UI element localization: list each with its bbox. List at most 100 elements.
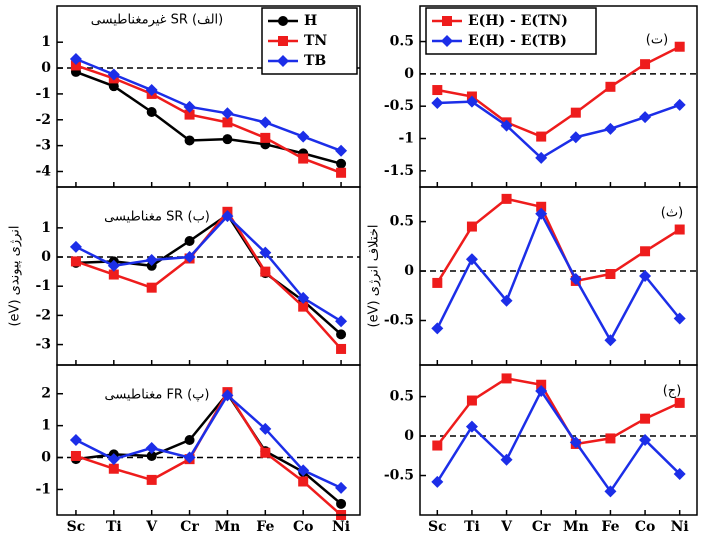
y-tick-label: -1 — [398, 131, 414, 147]
x-tick-label: Sc — [67, 519, 86, 535]
marker — [107, 259, 120, 272]
marker — [108, 463, 119, 474]
y-tick-label: 0 — [404, 428, 414, 444]
marker — [336, 498, 347, 509]
marker — [604, 334, 617, 347]
series-line — [75, 70, 342, 165]
legend-marker — [277, 55, 289, 67]
marker — [501, 193, 512, 204]
marker — [107, 453, 120, 466]
marker — [639, 434, 652, 446]
marker — [259, 116, 272, 129]
marker — [260, 132, 271, 143]
marker — [569, 272, 582, 285]
series-line — [436, 388, 681, 494]
marker — [146, 107, 157, 118]
series-line — [75, 212, 342, 336]
marker — [432, 85, 443, 96]
marker — [639, 270, 652, 282]
marker — [222, 117, 233, 128]
marker — [222, 134, 233, 145]
marker — [108, 269, 119, 280]
y-tick-label: 0.5 — [390, 389, 414, 405]
marker — [536, 131, 547, 142]
x-tick-label: Fe — [256, 519, 274, 535]
marker — [260, 447, 271, 458]
x-tick-label: Ti — [106, 519, 122, 535]
marker — [298, 476, 309, 487]
y-tick-label: -0.5 — [384, 313, 414, 329]
marker — [183, 251, 196, 264]
marker — [465, 253, 478, 266]
marker — [107, 68, 120, 81]
series-line — [75, 214, 342, 323]
marker — [184, 435, 195, 445]
marker — [639, 111, 652, 124]
legend-label: H — [304, 13, 317, 29]
marker — [431, 322, 444, 335]
x-tick-label: Sc — [428, 519, 447, 535]
marker — [500, 294, 513, 307]
y-tick-label: 1 — [41, 418, 51, 434]
marker — [605, 269, 616, 280]
x-tick-label: Cr — [532, 519, 551, 535]
y-tick-label: 1 — [41, 34, 51, 50]
y-axis-label: اختلاف انرژی (eV) — [367, 225, 382, 328]
marker — [184, 235, 195, 246]
x-tick-label: Ni — [671, 519, 689, 535]
marker — [259, 422, 272, 435]
plot-frame — [56, 364, 361, 516]
y-tick-label: 1 — [41, 220, 51, 236]
marker — [221, 107, 234, 120]
marker — [569, 131, 582, 144]
marker — [336, 158, 347, 169]
y-tick-label: 0 — [41, 60, 51, 76]
marker — [336, 329, 347, 340]
marker — [535, 207, 548, 220]
marker — [535, 151, 548, 164]
legend-marker — [441, 35, 453, 47]
series-line — [75, 57, 342, 152]
x-tick-label: Co — [293, 519, 313, 535]
y-tick-label: 0 — [404, 263, 414, 279]
marker — [674, 397, 685, 408]
x-tick-label: Fe — [601, 519, 619, 535]
marker — [605, 81, 616, 92]
marker — [640, 246, 651, 257]
marker — [673, 98, 686, 111]
marker — [536, 201, 547, 212]
marker — [431, 96, 444, 109]
marker — [674, 224, 685, 235]
panel-label: (الف) SR غیرمغناطیسی — [91, 13, 223, 28]
panel-label: (ب) SR مغناطیسی — [104, 210, 210, 225]
marker — [432, 277, 443, 288]
marker — [70, 60, 81, 71]
plot-frame — [419, 186, 698, 366]
marker — [184, 109, 195, 120]
y-tick-label: -1.5 — [384, 163, 414, 179]
marker — [145, 441, 158, 454]
x-tick-label: V — [500, 519, 513, 535]
marker — [569, 436, 582, 449]
panel-label: (ج) — [663, 384, 682, 399]
series-line — [436, 210, 681, 343]
marker — [465, 95, 478, 108]
y-tick-label: -1 — [35, 86, 51, 102]
series-line — [437, 45, 681, 138]
marker — [500, 119, 513, 132]
marker — [604, 122, 617, 135]
y-tick-label: -2 — [35, 307, 51, 323]
panel-label: (ت) — [646, 33, 668, 48]
marker — [465, 420, 478, 433]
marker — [673, 312, 686, 325]
legend-label: TN — [304, 33, 327, 49]
legend-marker — [278, 16, 288, 26]
marker — [146, 450, 157, 461]
marker — [70, 450, 81, 461]
y-tick-label: 0.5 — [390, 214, 414, 230]
marker — [146, 474, 157, 485]
y-tick-label: -3 — [35, 138, 51, 154]
y-tick-label: 2 — [41, 386, 51, 402]
legend-marker — [278, 36, 288, 46]
series-line — [75, 391, 342, 505]
